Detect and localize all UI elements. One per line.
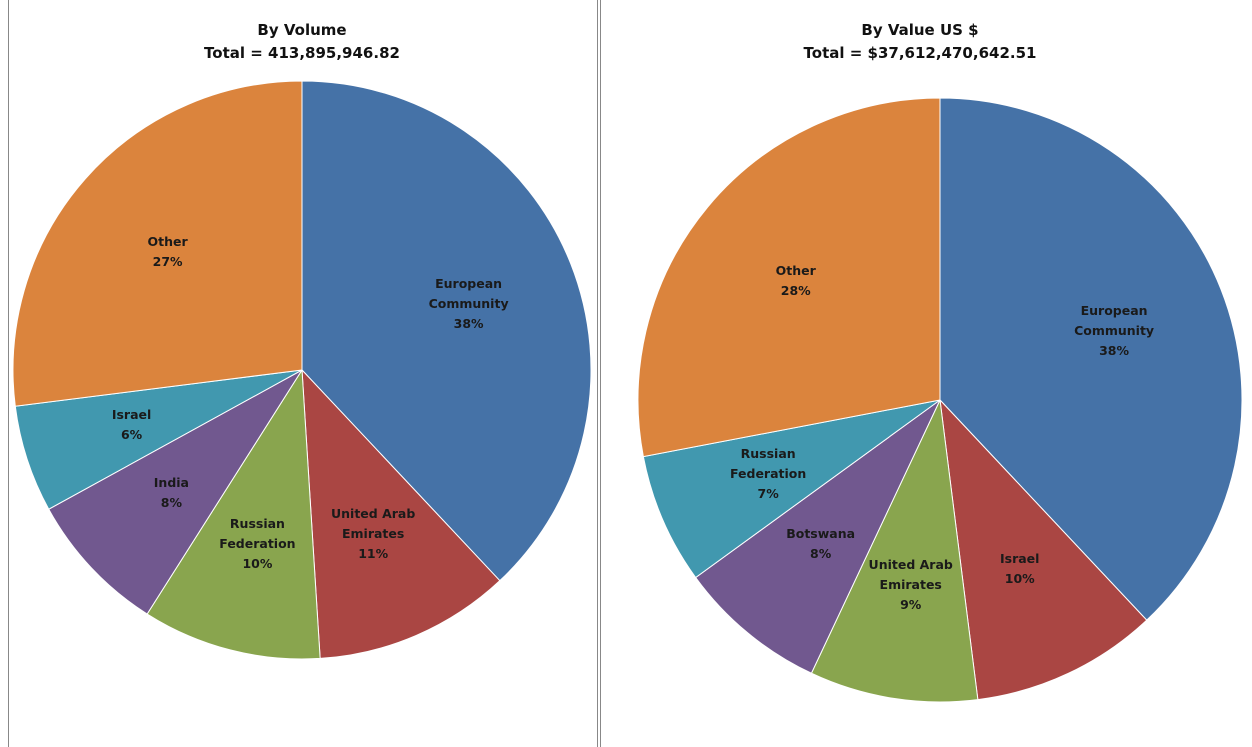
pie-slice [301, 80, 592, 582]
slice-category: United Arab Emirates [331, 506, 416, 542]
slice-value: 38% [1099, 343, 1130, 359]
slice-label: Botswana 8% [773, 524, 869, 564]
slice-label: Other 27% [120, 232, 216, 272]
slice-value: 7% [757, 486, 779, 502]
slice-value: 6% [120, 427, 143, 443]
pie-slice [12, 80, 303, 407]
slice-category: Other [147, 233, 188, 249]
slice-category: European Community [1074, 303, 1155, 339]
slice-value: 10% [1004, 571, 1035, 587]
slice-category: Israel [111, 407, 152, 423]
slice-label: European Community 38% [1066, 301, 1162, 361]
slice-category: Other [775, 262, 816, 278]
slice-category: Israel [999, 551, 1040, 567]
chart-title: By Volume [257, 21, 346, 39]
slice-label: Israel 10% [972, 549, 1068, 589]
chart-subtitle: Total = $37,612,470,642.51 [804, 44, 1037, 62]
slice-category: Botswana [786, 526, 856, 542]
slice-label: India 8% [123, 473, 219, 513]
slice-value: 10% [242, 555, 273, 571]
slice-value: 38% [453, 316, 484, 332]
pie-slice [637, 97, 941, 458]
pie-slice [642, 399, 941, 579]
slice-category: Russian Federation [219, 515, 296, 551]
slice-category: European Community [428, 276, 509, 312]
pie-slice [939, 97, 1243, 621]
chart-title: By Value US $ [861, 21, 978, 39]
panel-border [600, 0, 1252, 747]
slice-label: Russian Federation 7% [720, 444, 816, 504]
pie-slice [939, 398, 1148, 701]
slice-category: Russian Federation [730, 446, 807, 482]
slice-label: Israel 6% [84, 405, 180, 445]
slice-value: 8% [160, 494, 182, 510]
pie-slice [810, 398, 979, 703]
panel-border [8, 0, 598, 747]
slice-value: 9% [900, 596, 922, 612]
slice-value: 11% [358, 546, 389, 562]
slice-category: United Arab Emirates [868, 556, 953, 592]
slice-value: 8% [810, 546, 832, 562]
slice-label: Russian Federation 10% [209, 514, 305, 574]
pie-slice [146, 368, 321, 660]
slice-value: 28% [780, 282, 811, 298]
slice-category: India [153, 474, 189, 490]
slice-label: United Arab Emirates 11% [325, 504, 421, 564]
pie-slice [48, 369, 303, 615]
pie-slice [694, 399, 941, 674]
slice-value: 27% [152, 253, 183, 269]
slice-label: Other 28% [748, 261, 844, 301]
slice-label: European Community 38% [421, 274, 517, 334]
chart-subtitle: Total = 413,895,946.82 [204, 44, 400, 62]
pie-slice [301, 368, 501, 659]
slice-label: United Arab Emirates 9% [863, 555, 959, 615]
